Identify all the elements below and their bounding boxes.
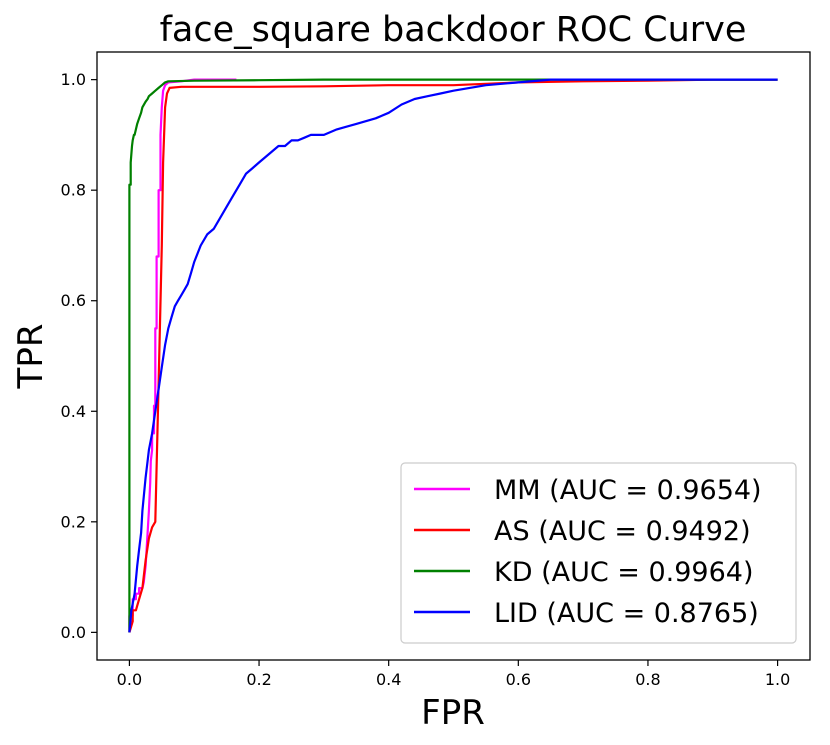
x-tick-label: 0.2: [246, 670, 271, 689]
series-line-as: [128, 78, 778, 633]
x-tick-label: 0.0: [117, 670, 142, 689]
x-tick-label: 1.0: [765, 670, 790, 689]
legend-label: KD (AUC = 0.9964): [494, 557, 754, 588]
y-tick-label: 0.4: [61, 402, 86, 421]
series-line-mm: [128, 78, 237, 633]
legend-label: AS (AUC = 0.9492): [494, 516, 751, 547]
axes-frame: [96, 51, 811, 661]
legend-box: [400, 462, 797, 644]
legend: MM (AUC = 0.9654) AS (AUC = 0.9492) KD (AU…: [400, 462, 797, 644]
x-tick-label: 0.6: [506, 670, 531, 689]
x-axis-title: FPR: [421, 693, 485, 733]
legend-label: LID (AUC = 0.8765): [494, 598, 759, 629]
series-line-lid: [128, 78, 778, 633]
y-tick-label: 0.0: [61, 623, 86, 642]
y-tick-label: 0.8: [61, 181, 86, 200]
x-tick-label: 0.4: [376, 670, 401, 689]
y-axis-title: TPR: [11, 324, 51, 390]
plot-area: 0.0 0.2 0.4 0.6 0.8 1.0 0.0 0.2 0.4 0.6 0.8 1.0: [61, 51, 811, 689]
y-tick-label: 1.0: [61, 70, 86, 89]
x-tick-label: 0.8: [635, 670, 660, 689]
y-tick-label: 0.2: [61, 512, 86, 531]
legend-label: MM (AUC = 0.9654): [494, 475, 762, 506]
series-line-kd: [128, 78, 778, 633]
y-tick-label: 0.6: [61, 291, 86, 310]
chart-title: face_square backdoor ROC Curve: [160, 10, 747, 50]
